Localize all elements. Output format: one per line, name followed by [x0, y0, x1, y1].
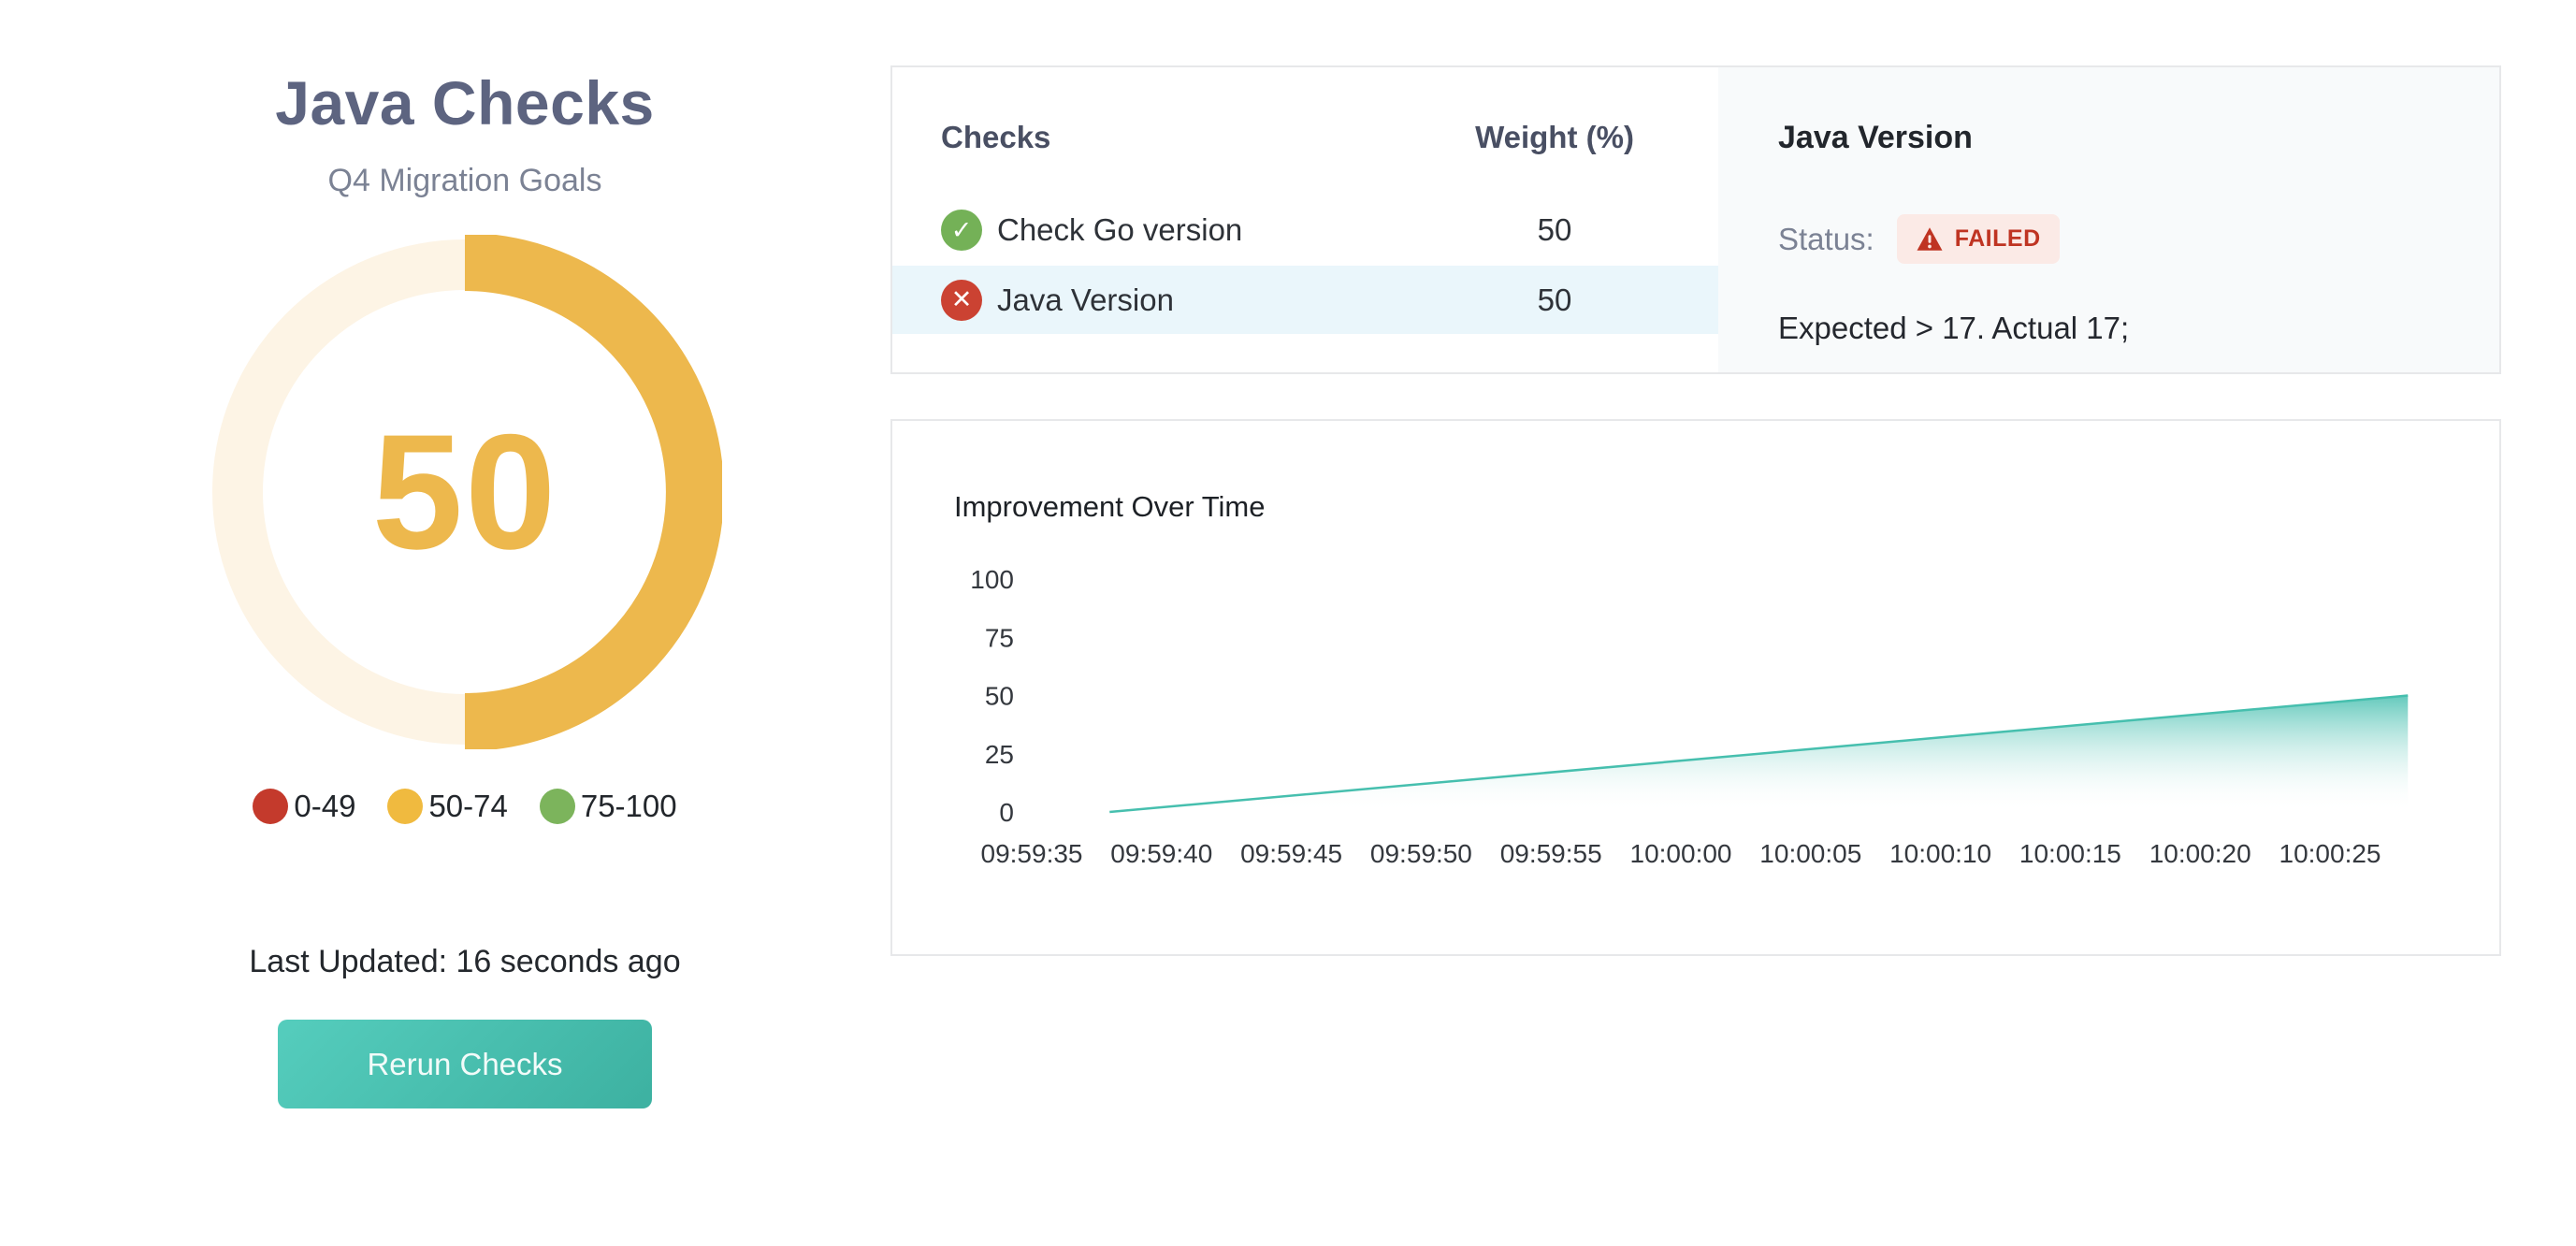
- table-row-check-go-version[interactable]: ✓ Check Go version 50: [892, 196, 1718, 264]
- x-tick-label: 09:59:50: [1370, 839, 1472, 868]
- check-circle-icon: ✓: [941, 210, 982, 251]
- x-tick-label: 10:00:20: [2149, 839, 2251, 868]
- x-tick-label: 10:00:25: [2279, 839, 2381, 868]
- green-dot-icon: [539, 789, 575, 824]
- rerun-checks-button[interactable]: Rerun Checks: [278, 1020, 652, 1108]
- checks-table-header: Checks Weight (%): [892, 120, 1718, 161]
- table-row-java-version[interactable]: ✕ Java Version 50: [892, 266, 1718, 334]
- check-weight: 50: [1537, 282, 1572, 317]
- score-gauge: 50: [208, 235, 722, 749]
- legend-label: 75-100: [580, 789, 677, 823]
- check-name: Java Version: [997, 282, 1174, 317]
- check-name: Check Go version: [997, 212, 1243, 247]
- x-tick-label: 10:00:10: [1889, 839, 1991, 868]
- x-tick-label: 10:00:05: [1759, 839, 1861, 868]
- x-circle-icon: ✕: [941, 279, 982, 321]
- checks-card: Checks Weight (%) ✓ Check Go version 50 …: [890, 65, 2501, 374]
- detail-title: Java Version: [1778, 120, 1973, 155]
- checks-table: Checks Weight (%) ✓ Check Go version 50 …: [892, 67, 1718, 372]
- warning-triangle-icon: [1917, 227, 1943, 251]
- check-weight: 50: [1537, 212, 1572, 247]
- gauge-donut-icon: [212, 235, 722, 749]
- y-tick-label: 25: [985, 740, 1014, 769]
- legend-item-high: 75-100: [539, 789, 677, 824]
- legend-item-mid: 50-74: [387, 789, 508, 824]
- y-tick-label: 100: [970, 565, 1014, 594]
- improvement-chart-card: Improvement Over Time 100 75 50 25 0 09:59:35…: [890, 419, 2501, 956]
- red-dot-icon: [253, 789, 289, 824]
- improvement-chart: 100 75 50 25 0 09:59:35 09:59:40 09:59:45 09:59:…: [970, 565, 2409, 868]
- x-tick-label: 09:59:35: [981, 839, 1083, 868]
- last-updated-text: Last Updated: 16 seconds ago: [249, 944, 681, 979]
- column-header-weight: Weight (%): [1475, 120, 1634, 154]
- x-tick-label: 09:59:45: [1240, 839, 1342, 868]
- status-badge: FAILED: [1896, 214, 2060, 264]
- detail-message: Expected > 17. Actual 17;: [1778, 311, 2130, 345]
- x-tick-label: 09:59:55: [1500, 839, 1602, 868]
- y-tick-label: 50: [985, 682, 1014, 711]
- chart-plot: 100 75 50 25 0 09:59:35 09:59:40 09:59:45 09:59:…: [970, 565, 2409, 868]
- status-label: Status:: [1778, 221, 1874, 256]
- legend-label: 0-49: [294, 789, 356, 823]
- score-legend: 0-49 50-74 75-100: [184, 789, 745, 824]
- score-value: 50: [371, 400, 558, 584]
- status-badge-text: FAILED: [1954, 225, 2041, 252]
- legend-item-low: 0-49: [253, 789, 355, 824]
- column-header-checks: Checks: [941, 120, 1051, 154]
- status-row: Status: FAILED: [1778, 214, 2462, 264]
- x-tick-label: 10:00:15: [2019, 839, 2121, 868]
- page-title: Java Checks: [275, 68, 655, 138]
- gauge-arc: [464, 235, 722, 749]
- y-tick-label: 0: [999, 798, 1014, 827]
- summary-panel: Java Checks Q4 Migration Goals 50 0-49 5…: [184, 0, 745, 1108]
- page-subtitle: Q4 Migration Goals: [327, 163, 602, 198]
- chart-title: Improvement Over Time: [954, 490, 1266, 523]
- check-detail-panel: Java Version Status: FAILED Expected > 1…: [1718, 67, 2499, 372]
- improvement-line: [1109, 694, 2409, 814]
- x-tick-label: 09:59:40: [1110, 839, 1212, 868]
- amber-dot-icon: [387, 789, 424, 824]
- x-tick-label: 10:00:00: [1630, 839, 1732, 868]
- legend-label: 50-74: [428, 789, 508, 823]
- y-tick-label: 75: [985, 623, 1014, 652]
